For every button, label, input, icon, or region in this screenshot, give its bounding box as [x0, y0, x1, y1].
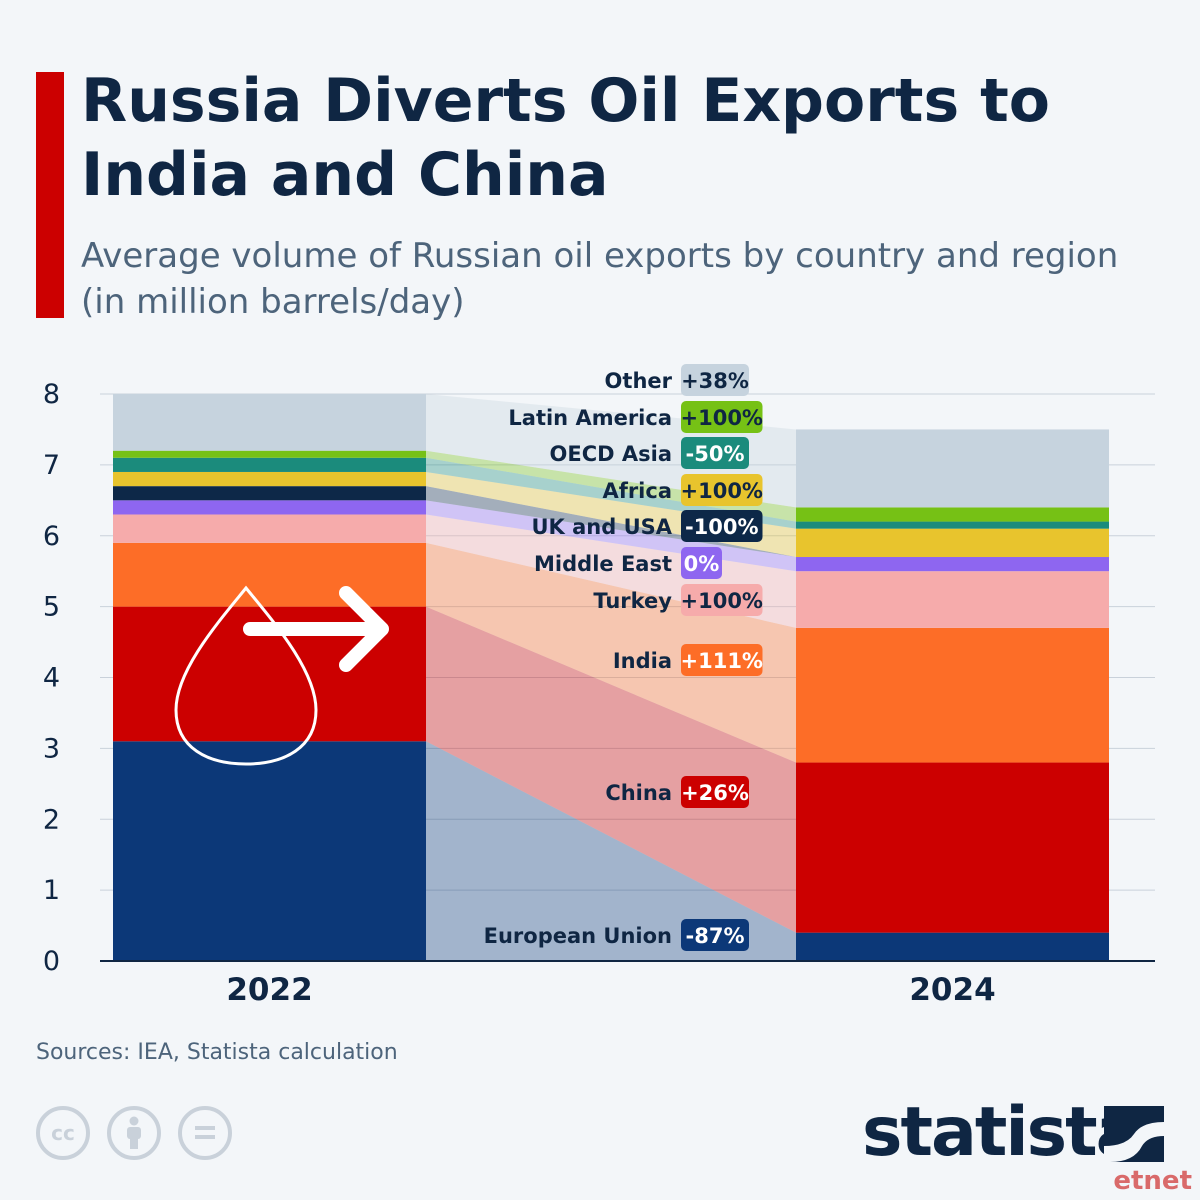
person-icon	[127, 1116, 141, 1149]
y-tick-label: 1	[43, 875, 60, 906]
statista-logo-icon	[1104, 1106, 1164, 1162]
source-note: Sources: IEA, Statista calculation	[36, 1040, 398, 1065]
change-badge	[681, 437, 749, 469]
y-tick-label: 3	[43, 733, 60, 764]
bar-segment	[113, 394, 426, 451]
no-derivatives-icon[interactable]	[178, 1106, 232, 1160]
flow-band	[426, 542, 796, 763]
stacked-bar-chart: 0 1 2 3 4 5 6 7 8 2022 2024 European Union -87% China…	[43, 364, 1155, 1008]
change-badge	[681, 510, 763, 542]
equals-icon	[195, 1126, 215, 1139]
y-tick-label: 8	[43, 379, 60, 410]
bar-segment	[113, 741, 426, 961]
bar-segment	[113, 514, 426, 543]
series-label: OECD Asia	[550, 442, 672, 466]
series-label: Middle East	[534, 552, 672, 576]
change-badge	[681, 644, 763, 676]
bar-segment	[796, 627, 1109, 763]
bar-segment	[113, 450, 426, 458]
change-badge-label: +100%	[681, 479, 763, 503]
change-badge	[681, 474, 763, 506]
series-label: Africa	[602, 479, 672, 503]
bar-segment	[796, 557, 1109, 572]
series-label: Other	[605, 369, 673, 393]
y-tick-label: 4	[43, 663, 60, 694]
license-icons: cc	[36, 1106, 232, 1160]
change-badge	[681, 584, 763, 616]
bar-segment	[796, 429, 1109, 508]
bar-segment	[113, 471, 426, 487]
y-tick-label: 7	[43, 450, 60, 481]
x-tick-label: 2024	[909, 972, 995, 1008]
oil-drop-icon	[174, 585, 318, 766]
change-badge-label: 0%	[684, 552, 720, 576]
change-badge-label: +100%	[681, 589, 763, 613]
bar-segment	[113, 500, 426, 515]
bar-segment	[113, 457, 426, 472]
y-tick-label: 6	[43, 521, 60, 552]
change-badge-label: +111%	[681, 649, 763, 673]
attribution-icon[interactable]	[107, 1106, 161, 1160]
x-tick-label: 2022	[226, 972, 312, 1008]
bar-segment	[113, 486, 426, 501]
change-badge-label: +26%	[681, 781, 749, 805]
bar-segment	[796, 507, 1109, 522]
change-badge	[681, 401, 763, 433]
change-badge-label: -87%	[686, 924, 745, 948]
flow-band	[426, 741, 796, 961]
change-badge	[681, 776, 749, 808]
bar-segment	[796, 932, 1109, 961]
flow-band	[426, 606, 796, 933]
series-label: China	[605, 781, 672, 805]
series-label: European Union	[484, 924, 672, 948]
chart-title: Russia Diverts Oil Exports to India and …	[81, 66, 1050, 210]
y-tick-label: 5	[43, 592, 60, 623]
bar-segment	[796, 762, 1109, 933]
series-label: UK and USA	[531, 515, 672, 539]
creative-commons-icon[interactable]: cc	[36, 1106, 90, 1160]
change-badge	[681, 547, 722, 579]
bar-segment	[796, 571, 1109, 628]
change-badge-label: -100%	[685, 515, 759, 539]
watermark: etnet	[1113, 1166, 1192, 1196]
chart-subtitle: Average volume of Russian oil exports by…	[81, 236, 1119, 322]
change-badge-label: -50%	[686, 442, 745, 466]
y-tick-label: 0	[43, 946, 60, 977]
statista-logo[interactable]: statista	[862, 1093, 1142, 1172]
series-label: Latin America	[508, 406, 672, 430]
arrow-right-icon	[243, 586, 389, 672]
change-badge-label: +38%	[681, 369, 749, 393]
title-accent-bar	[36, 72, 64, 318]
bar-segment	[113, 542, 426, 607]
change-badge	[681, 364, 749, 396]
y-tick-label: 2	[43, 804, 60, 835]
change-badge-label: +100%	[681, 406, 763, 430]
bar-segment	[796, 528, 1109, 558]
series-label: Turkey	[593, 589, 672, 613]
bar-segment	[796, 521, 1109, 529]
series-label: India	[613, 649, 672, 673]
change-badge	[681, 919, 749, 951]
